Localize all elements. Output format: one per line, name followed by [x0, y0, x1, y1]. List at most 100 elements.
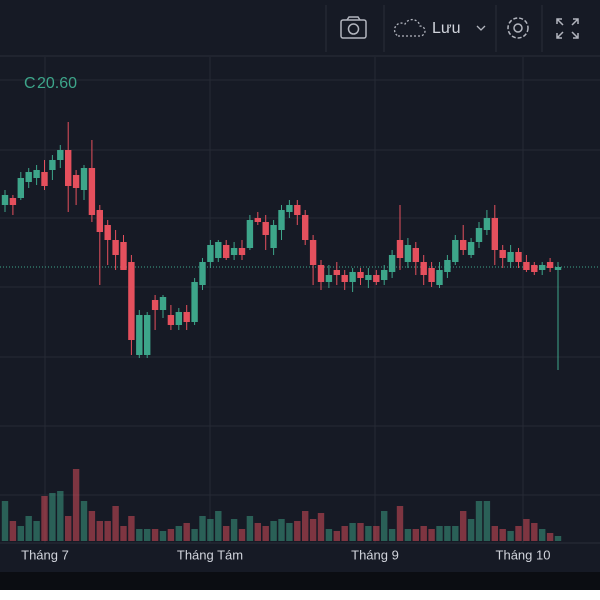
- volume-bar: [128, 516, 135, 541]
- candle-body: [460, 240, 467, 250]
- volume-bar: [515, 526, 522, 541]
- volume-bar: [452, 526, 459, 541]
- volume-bar: [460, 511, 467, 541]
- volume-bar: [546, 533, 554, 541]
- candle-body: [507, 252, 514, 262]
- volume-bar: [325, 529, 333, 541]
- volume-bar: [341, 526, 348, 541]
- settings-button[interactable]: [507, 17, 529, 39]
- candle-body: [230, 248, 238, 255]
- candle-body: [112, 240, 119, 255]
- volume-bar: [357, 523, 364, 541]
- candle-body: [381, 270, 388, 280]
- volume-bar: [294, 521, 301, 541]
- candle-body: [357, 272, 364, 278]
- candle-body: [151, 300, 159, 310]
- candle-body: [136, 315, 143, 355]
- save-button[interactable]: Lưu: [393, 18, 486, 38]
- camera-button[interactable]: [340, 16, 367, 39]
- volume-bar: [254, 523, 261, 541]
- candle-body: [49, 160, 56, 170]
- volume-bar: [183, 523, 190, 541]
- volume-bar: [80, 501, 88, 541]
- volume-bar: [286, 523, 293, 541]
- candle-body: [207, 245, 214, 262]
- candle-body: [72, 175, 80, 188]
- volume-bar: [491, 526, 498, 541]
- candle-body: [365, 275, 372, 280]
- volume-bar: [49, 493, 56, 541]
- candle-body: [278, 210, 285, 230]
- candle-body: [167, 315, 175, 325]
- volume-bar: [175, 526, 182, 541]
- candle-body: [388, 255, 396, 272]
- candle-body: [515, 252, 522, 262]
- candle-body: [1, 195, 9, 205]
- candle-body: [191, 282, 198, 322]
- candle-body: [88, 168, 96, 215]
- candle-body: [531, 265, 538, 272]
- candle-body: [349, 272, 356, 282]
- volume-bar: [57, 491, 64, 541]
- volume-bar: [88, 511, 96, 541]
- volume-bar: [25, 516, 32, 541]
- fullscreen-button[interactable]: [556, 18, 579, 39]
- candle-body: [215, 242, 222, 258]
- volume-bar: [381, 511, 388, 541]
- volume-bar: [33, 521, 40, 541]
- legend-label: C: [24, 75, 36, 92]
- volume-bar: [554, 536, 562, 541]
- candle-body: [483, 218, 491, 230]
- candle-body: [404, 245, 412, 262]
- volume-bar: [215, 511, 222, 541]
- volume-bar: [96, 521, 103, 541]
- volume-bar: [230, 519, 238, 541]
- save-label[interactable]: Lưu: [432, 20, 461, 37]
- volume-bar: [467, 519, 475, 541]
- candle-body: [262, 222, 269, 235]
- volume-bar: [420, 526, 427, 541]
- volume-bar: [246, 516, 254, 541]
- volume-bar: [436, 526, 443, 541]
- volume-bar: [475, 501, 483, 541]
- volume-bar: [428, 529, 435, 541]
- candle-body: [183, 312, 190, 322]
- volume-bar: [317, 513, 325, 541]
- candle-body: [65, 150, 72, 186]
- candle-body: [309, 240, 317, 265]
- volume-bar: [207, 519, 214, 541]
- volume-bar: [302, 511, 309, 541]
- volume-bar: [9, 521, 17, 541]
- volume-bar: [270, 521, 277, 541]
- candle-body: [539, 265, 546, 270]
- volume-bar: [539, 529, 546, 541]
- volume-bar: [412, 529, 419, 541]
- candle-body: [294, 205, 301, 215]
- candle-body: [396, 240, 404, 258]
- candle-body: [238, 248, 246, 255]
- candle-body: [33, 170, 40, 178]
- candle-body: [467, 242, 475, 255]
- volume-bar: [333, 531, 340, 541]
- candle-body: [159, 297, 167, 310]
- candle-body: [317, 265, 325, 282]
- candle-body: [325, 275, 333, 282]
- candle-body: [41, 172, 48, 186]
- volume-bar: [144, 529, 151, 541]
- candle-body: [554, 267, 562, 270]
- candle-body: [546, 262, 554, 268]
- volume-bar: [199, 516, 206, 541]
- volume-bar: [167, 529, 175, 541]
- candle-body: [428, 268, 435, 282]
- volume-bar: [262, 526, 269, 541]
- candle-body: [420, 262, 427, 275]
- volume-bar: [309, 519, 317, 541]
- candle-body: [80, 168, 88, 190]
- volume-bar: [112, 506, 119, 541]
- candle-body: [302, 215, 309, 240]
- candle-body: [199, 262, 206, 285]
- volume-bar: [507, 531, 514, 541]
- candle-body: [57, 150, 64, 160]
